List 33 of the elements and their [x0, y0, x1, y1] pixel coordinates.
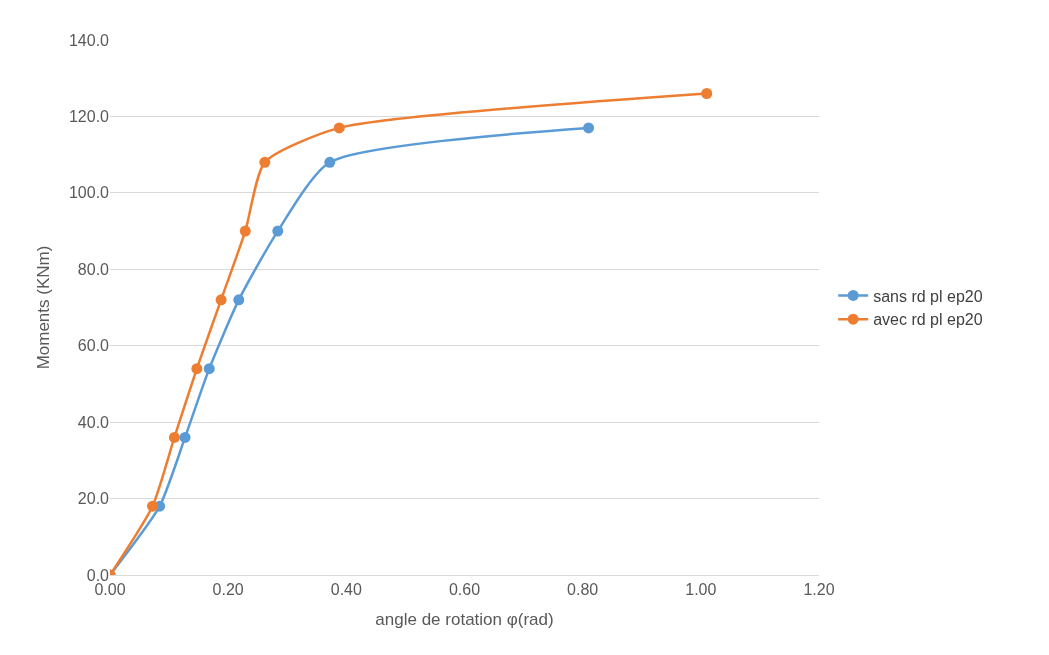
x-axis-title: angle de rotation φ(rad)	[375, 609, 554, 629]
point	[239, 225, 251, 237]
y-tick-label: 20.0	[77, 490, 110, 508]
x-tick-label: 0.40	[330, 581, 362, 599]
legend-label: avec rd pl ep20	[873, 311, 983, 329]
y-tick-label: 0.0	[86, 566, 110, 584]
point	[583, 122, 595, 134]
y-tick-label: 140.0	[68, 31, 110, 49]
point	[179, 431, 191, 443]
point	[233, 294, 245, 306]
x-tick-label: 0.80	[567, 581, 599, 599]
y-tick-label: 80.0	[77, 260, 110, 278]
x-tick-label: 1.00	[685, 581, 717, 599]
point	[191, 363, 203, 375]
point	[168, 431, 180, 443]
point	[324, 156, 336, 168]
legend-label: sans rd pl ep20	[873, 287, 983, 305]
x-tick-label: 0.20	[212, 581, 244, 599]
point	[147, 500, 159, 512]
x-tick-label: 0.00	[94, 581, 126, 599]
point	[333, 122, 345, 134]
y-tick-label: 100.0	[68, 184, 110, 202]
point	[203, 363, 215, 375]
point	[272, 225, 284, 237]
point	[215, 294, 227, 306]
y-tick-label: 120.0	[68, 108, 110, 126]
y-tick-label: 60.0	[77, 337, 110, 355]
y-axis-title: Moments (KNm)	[33, 245, 53, 370]
point	[701, 88, 713, 99]
y-tick-label: 40.0	[77, 413, 110, 431]
point	[259, 156, 271, 168]
x-tick-label: 1.20	[803, 581, 835, 599]
x-tick-label: 0.60	[448, 581, 481, 599]
